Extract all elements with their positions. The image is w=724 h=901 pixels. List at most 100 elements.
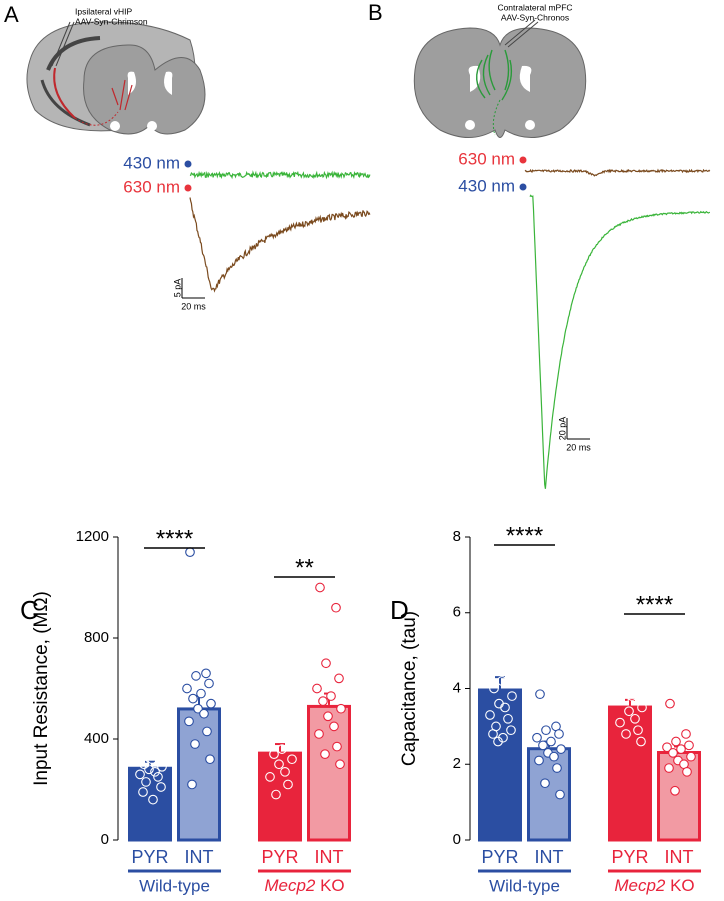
x-tick-label: PYR bbox=[611, 847, 648, 867]
data-point bbox=[190, 739, 200, 749]
data-point bbox=[505, 634, 515, 645]
data-point bbox=[188, 693, 198, 704]
y-tick-label: 800 bbox=[84, 629, 109, 646]
data-point bbox=[500, 702, 510, 713]
data-point bbox=[280, 766, 290, 777]
wavelength-label: 430 nm bbox=[458, 176, 515, 195]
scale-label: 20 ms bbox=[566, 442, 591, 452]
panel-label: A bbox=[4, 2, 19, 27]
data-point bbox=[684, 740, 694, 751]
scale-label: 20 pA bbox=[557, 417, 567, 441]
data-point bbox=[277, 744, 287, 754]
data-point bbox=[184, 716, 194, 727]
data-point bbox=[321, 658, 331, 669]
data-point bbox=[636, 736, 646, 747]
data-point bbox=[555, 789, 565, 800]
data-point bbox=[489, 683, 499, 694]
data-point bbox=[662, 742, 672, 753]
data-point bbox=[686, 751, 696, 762]
y-tick-label: 0 bbox=[101, 831, 109, 848]
data-point bbox=[147, 754, 157, 765]
bar bbox=[478, 688, 522, 842]
data-point bbox=[552, 763, 562, 773]
data-point bbox=[535, 689, 545, 700]
bar bbox=[128, 766, 172, 842]
data-point bbox=[637, 702, 647, 713]
data-point bbox=[312, 683, 322, 694]
stim-dot bbox=[184, 184, 192, 192]
panel-label: C bbox=[20, 595, 39, 625]
data-point bbox=[157, 761, 167, 772]
current-trace bbox=[529, 194, 711, 489]
y-axis-title: Capacitance, (tau) bbox=[399, 611, 420, 766]
data-point bbox=[329, 721, 339, 732]
group-label: Mecp2 KO bbox=[614, 876, 694, 895]
data-point bbox=[266, 655, 276, 666]
group-label: Wild-type bbox=[139, 876, 210, 895]
y-tick-label: 2 bbox=[453, 755, 461, 772]
data-point bbox=[682, 766, 692, 777]
data-point bbox=[616, 645, 626, 656]
x-tick-label: PYR bbox=[131, 847, 168, 867]
data-point bbox=[540, 778, 550, 789]
data-point bbox=[502, 604, 512, 614]
data-point bbox=[621, 729, 631, 739]
data-point bbox=[334, 673, 344, 684]
data-point bbox=[335, 759, 345, 770]
data-point bbox=[549, 751, 559, 762]
data-point bbox=[274, 759, 284, 770]
brain-schematic-b bbox=[413, 19, 587, 138]
y-axis-title: Input Resistance, (MΩ) bbox=[31, 591, 52, 786]
data-point bbox=[497, 676, 507, 686]
data-point bbox=[265, 772, 275, 782]
current-trace bbox=[524, 168, 711, 177]
data-point bbox=[630, 713, 640, 724]
group-label: Wild-type bbox=[489, 876, 560, 895]
data-point bbox=[486, 543, 496, 554]
data-point bbox=[201, 668, 211, 679]
data-point bbox=[632, 668, 642, 679]
data-point bbox=[204, 678, 214, 689]
stim-dot bbox=[184, 160, 192, 168]
data-point bbox=[532, 732, 542, 743]
data-point bbox=[506, 725, 516, 736]
data-point bbox=[196, 688, 206, 699]
data-point bbox=[622, 679, 632, 690]
data-point bbox=[318, 696, 328, 706]
x-tick-label: INT bbox=[315, 847, 344, 867]
data-point bbox=[676, 744, 686, 754]
wavelength-label: 630 nm bbox=[123, 177, 180, 196]
current-trace bbox=[189, 170, 371, 180]
data-point bbox=[485, 710, 495, 720]
data-point bbox=[332, 741, 342, 752]
y-tick-label: 1200 bbox=[76, 528, 109, 545]
data-point bbox=[191, 671, 201, 681]
y-tick-label: 400 bbox=[84, 730, 109, 747]
x-tick-label: INT bbox=[535, 847, 564, 867]
data-point bbox=[206, 698, 216, 709]
data-point bbox=[156, 782, 166, 792]
data-point bbox=[182, 683, 192, 694]
scale-label: 20 ms bbox=[181, 301, 206, 311]
x-tick-label: PYR bbox=[481, 847, 518, 867]
stim-dot bbox=[519, 183, 527, 191]
x-tick-label: INT bbox=[185, 847, 214, 867]
data-point bbox=[627, 691, 637, 701]
wavelength-label: 430 nm bbox=[123, 153, 180, 172]
data-point bbox=[155, 746, 165, 757]
stim-dot bbox=[519, 156, 527, 164]
bar bbox=[608, 705, 652, 842]
panel-label: B bbox=[368, 0, 383, 25]
data-point bbox=[187, 779, 197, 790]
data-point bbox=[635, 683, 645, 694]
wavelength-label: 630 nm bbox=[458, 149, 515, 168]
data-point bbox=[153, 772, 163, 782]
injection-label: AAV-Syn-Chrimson bbox=[75, 16, 148, 26]
scale-label: 5 pA bbox=[172, 279, 182, 298]
panel-label: D bbox=[390, 595, 409, 625]
data-point bbox=[538, 740, 548, 751]
data-point bbox=[263, 741, 273, 752]
data-point bbox=[139, 759, 149, 770]
injection-label: Ipsilateral vHIP bbox=[75, 6, 132, 16]
y-tick-label: 4 bbox=[453, 679, 461, 696]
